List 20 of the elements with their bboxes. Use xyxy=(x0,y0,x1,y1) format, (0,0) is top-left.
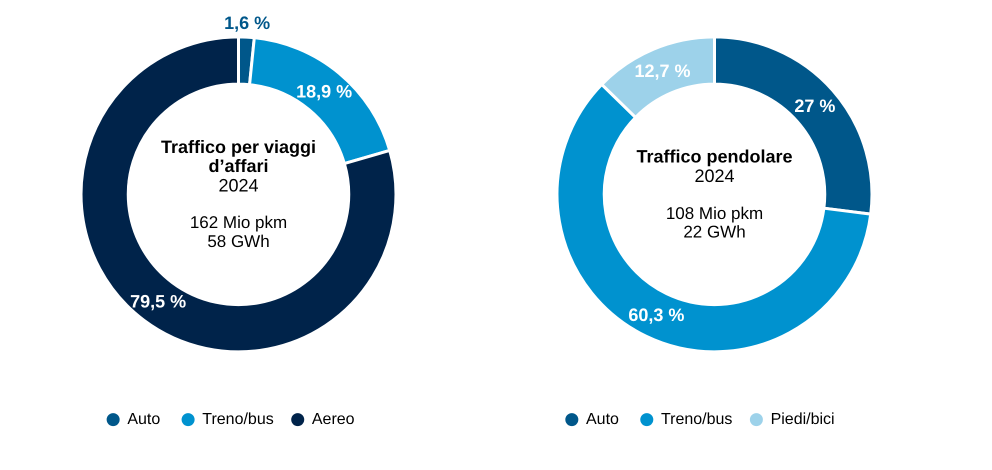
data-label: 12,7 % xyxy=(634,60,691,81)
legend-label: Treno/bus xyxy=(660,411,732,428)
legend-label: Piedi/bici xyxy=(770,411,835,428)
data-label: 60,3 % xyxy=(628,304,684,325)
legend-label: Auto xyxy=(127,411,160,428)
legend-label: Aereo xyxy=(312,411,355,428)
data-label: 18,9 % xyxy=(296,81,352,102)
text: 2024 xyxy=(694,166,735,186)
data-label: 1,6 % xyxy=(224,12,270,33)
text: 162 Mio pkm xyxy=(190,213,288,232)
text: 108 Mio pkm xyxy=(666,204,764,223)
text: 2024 xyxy=(218,175,259,196)
legend-label: Treno/bus xyxy=(202,411,274,428)
text: 58 GWh xyxy=(207,232,270,252)
data-label: 27 % xyxy=(794,96,836,116)
text: Traffico per viaggi d’affari xyxy=(160,137,316,176)
legend-label: Auto xyxy=(586,411,620,428)
text: Traffico pendolare xyxy=(636,146,793,167)
data-label: 79,5 % xyxy=(130,291,186,312)
text: 22 GWh xyxy=(683,222,746,242)
